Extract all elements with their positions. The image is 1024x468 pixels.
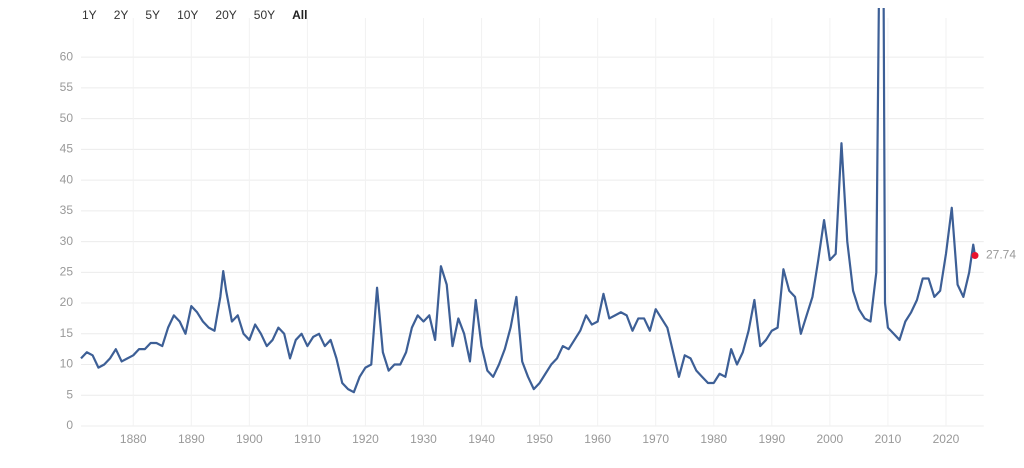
range-button[interactable]: 5Y <box>145 8 161 22</box>
x-tick-label: 1950 <box>526 432 553 446</box>
x-tick-label: 1880 <box>120 432 147 446</box>
x-tick-label: 1980 <box>700 432 727 446</box>
y-tick-label: 40 <box>60 172 74 186</box>
range-button[interactable]: 1Y <box>82 8 97 22</box>
y-tick-label: 30 <box>60 234 74 248</box>
range-button[interactable]: 50Y <box>253 8 276 22</box>
range-buttons: 1Y 2Y 5Y 10Y 20Y 50Y All <box>82 8 324 22</box>
y-tick-label: 35 <box>60 203 74 217</box>
range-button[interactable]: 2Y <box>113 8 129 22</box>
x-tick-label: 2020 <box>933 432 960 446</box>
y-tick-label: 10 <box>60 357 74 371</box>
y-tick-label: 0 <box>66 418 73 432</box>
y-tick-label: 25 <box>60 264 74 278</box>
y-tick-label: 20 <box>60 295 74 309</box>
x-tick-label: 1970 <box>642 432 669 446</box>
last-value-label: 27.74 <box>986 248 1016 262</box>
x-tick-label: 1900 <box>236 432 263 446</box>
x-tick-label: 1920 <box>352 432 379 446</box>
x-tick-label: 1910 <box>294 432 321 446</box>
range-button[interactable]: 20Y <box>215 8 237 22</box>
x-tick-label: 2010 <box>875 432 902 446</box>
y-tick-label: 50 <box>60 111 74 125</box>
x-tick-label: 1890 <box>178 432 205 446</box>
plot-area <box>80 8 977 394</box>
last-point <box>971 251 979 259</box>
y-tick-label: 45 <box>60 142 74 156</box>
range-button[interactable]: All <box>292 8 308 22</box>
x-tick-label: 2000 <box>817 432 844 446</box>
series-line <box>80 8 977 394</box>
range-button[interactable]: 10Y <box>177 8 199 22</box>
x-tick-label: 1990 <box>758 432 785 446</box>
x-tick-label: 1940 <box>468 432 495 446</box>
y-tick-label: 55 <box>60 80 74 94</box>
y-tick-label: 60 <box>60 49 74 63</box>
x-tick-label: 1930 <box>410 432 437 446</box>
x-tick-label: 1960 <box>584 432 611 446</box>
y-tick-label: 15 <box>60 326 74 340</box>
y-tick-label: 5 <box>66 387 73 401</box>
